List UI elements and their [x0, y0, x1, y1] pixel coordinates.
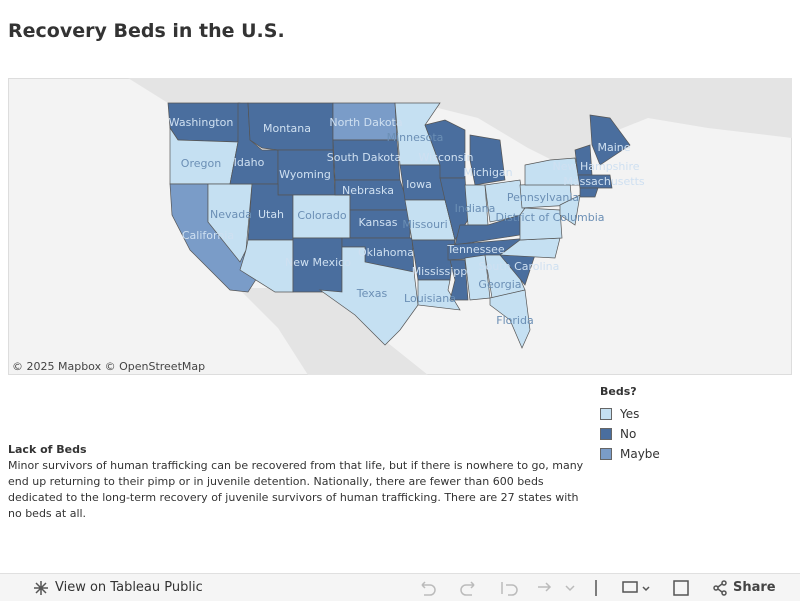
state	[589, 114, 631, 166]
legend-swatch	[600, 448, 612, 460]
state-label: California	[182, 229, 234, 242]
toolbar: View on Tableau Public Share	[0, 573, 800, 601]
state-label: Georgia	[478, 278, 521, 291]
state-label: Wisconsin	[419, 151, 474, 164]
note: Lack of Beds Minor survivors of human tr…	[8, 442, 593, 522]
action-icons	[595, 580, 727, 596]
state-label: Indiana	[455, 202, 496, 215]
state-label: Massachusetts	[563, 175, 645, 188]
state-label: Oregon	[181, 157, 221, 170]
state-label: Florida	[496, 314, 533, 327]
state-label: Minnesota	[387, 131, 444, 144]
state-label: North Dakota	[329, 116, 402, 129]
state	[449, 259, 469, 301]
history-icons	[421, 581, 575, 596]
state-label: Mississippi	[412, 265, 471, 278]
legend-label: Maybe	[620, 447, 660, 461]
state-label: Nebraska	[342, 184, 394, 197]
state	[519, 207, 563, 241]
state-label: Missouri	[402, 218, 447, 231]
note-body: Minor survivors of human trafficking can…	[8, 459, 584, 520]
state-label: Kansas	[359, 216, 398, 229]
state-label: Utah	[258, 208, 284, 221]
state-label: New Mexico	[285, 256, 351, 269]
state-label: Colorado	[297, 209, 346, 222]
legend-swatch	[600, 428, 612, 440]
state-label: Louisiana	[404, 292, 456, 305]
map: Washington Oregon California Nevada Idaho Mon…	[8, 78, 792, 375]
land-mexico	[238, 288, 428, 375]
state-label: District of Columbia	[495, 211, 604, 224]
legend-item[interactable]: No	[600, 424, 660, 444]
state-label: South Dakota	[327, 151, 401, 164]
state-label: Washington	[169, 116, 234, 129]
state	[318, 246, 419, 346]
state	[559, 194, 581, 226]
land-canada	[128, 78, 792, 168]
state	[489, 289, 531, 349]
state	[579, 187, 599, 198]
state	[577, 174, 613, 189]
tableau-icon	[34, 581, 48, 595]
state-label: Nevada	[210, 208, 252, 221]
state-label: Tennessee	[446, 243, 505, 256]
legend-item[interactable]: Maybe	[600, 444, 660, 464]
legend-label: Yes	[620, 407, 640, 421]
state-label: Oklahoma	[358, 246, 414, 259]
state-label: Idaho	[234, 156, 265, 169]
legend-item[interactable]: Yes	[600, 404, 660, 424]
map-attribution: © 2025 Mapbox © OpenStreetMap	[12, 360, 205, 373]
state	[469, 134, 506, 186]
legend: Beds? Yes No Maybe	[600, 385, 660, 464]
state-label: Montana	[263, 122, 311, 135]
share-button[interactable]: Share	[733, 580, 776, 595]
state-label: Iowa	[406, 178, 432, 191]
state-label: New Hampshire	[552, 160, 639, 173]
state-label: South Carolina	[479, 260, 560, 273]
note-title: Lack of Beds	[8, 443, 87, 456]
state-label: Pennsylvania	[507, 191, 579, 204]
state-label: Maine	[597, 141, 630, 154]
legend-label: No	[620, 427, 637, 441]
legend-swatch	[600, 408, 612, 420]
legend-title: Beds?	[600, 385, 637, 398]
title: Recovery Beds in the U.S.	[8, 20, 285, 42]
state-label: Michigan	[463, 166, 512, 179]
state-label: Wyoming	[279, 168, 331, 181]
view-link[interactable]: View on Tableau Public	[55, 580, 203, 595]
state-label: Texas	[356, 287, 388, 300]
